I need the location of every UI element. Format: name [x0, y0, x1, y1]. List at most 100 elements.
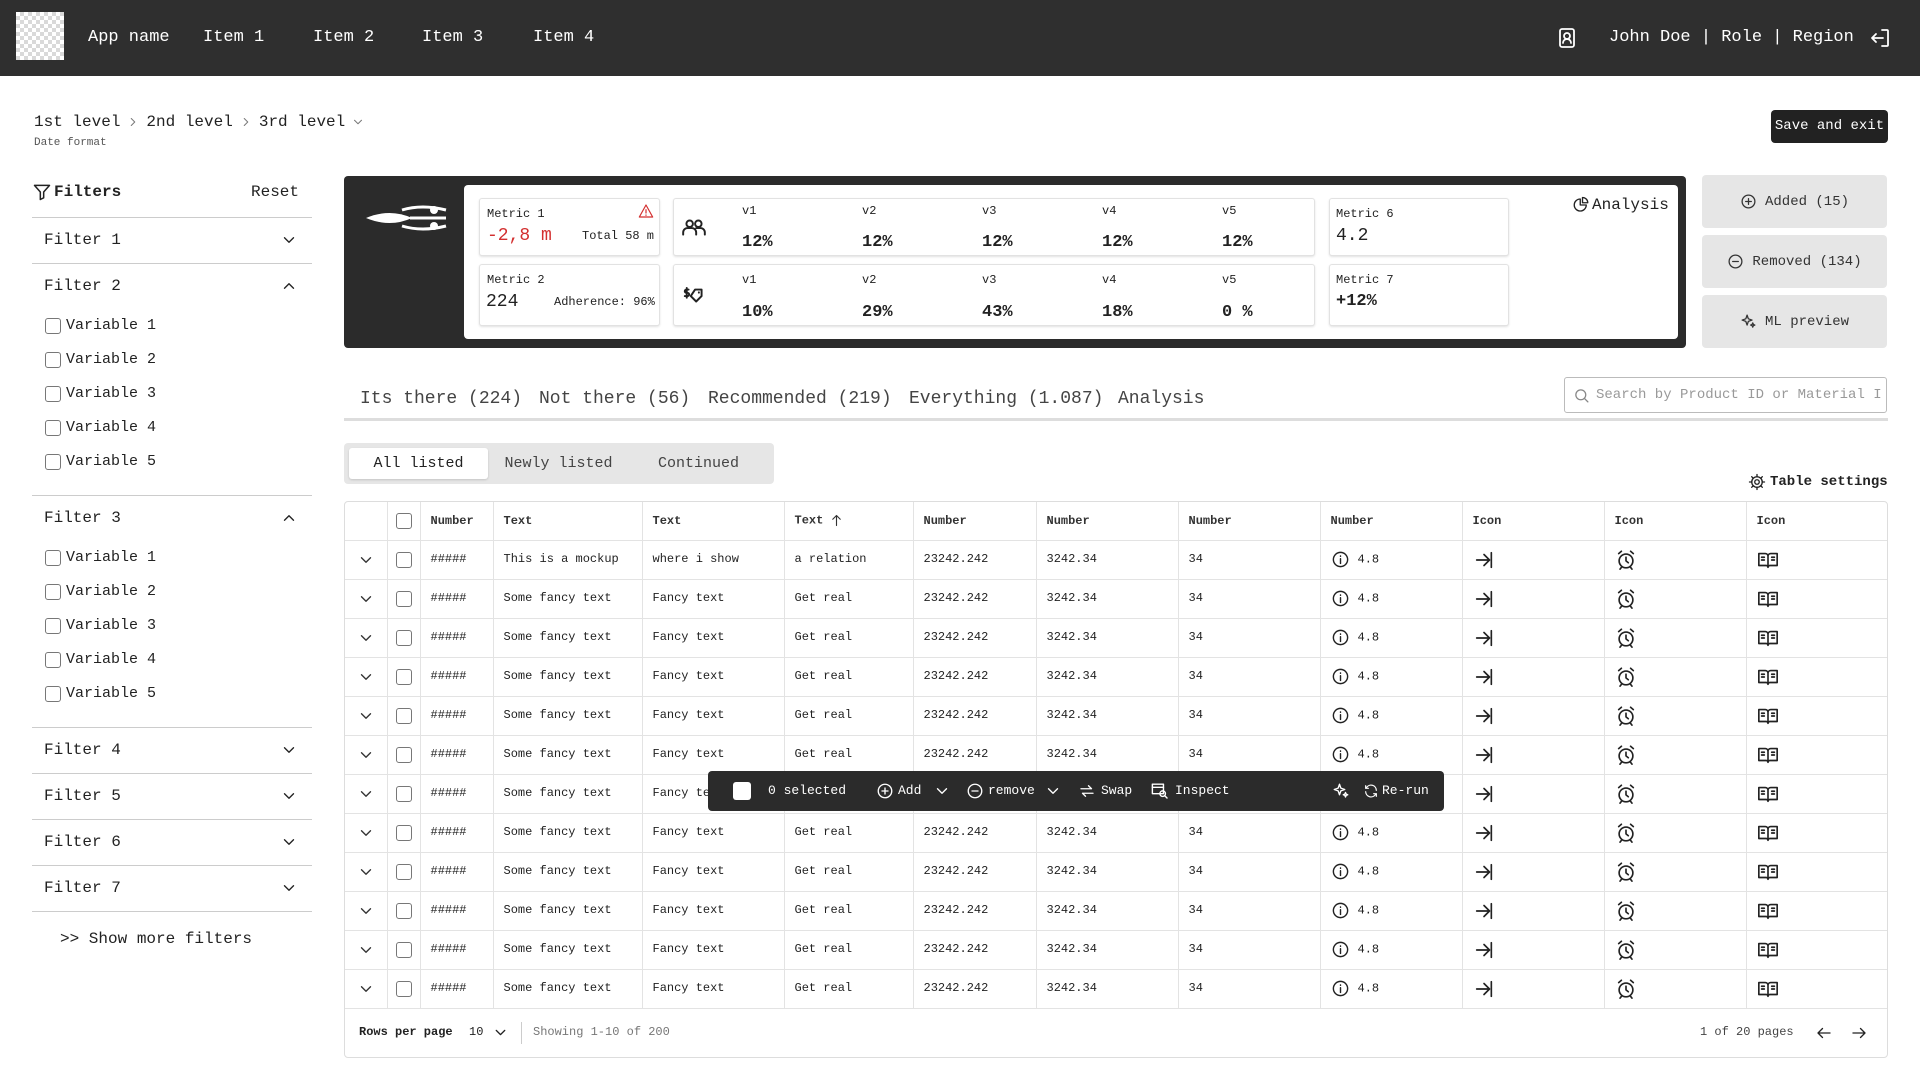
checkbox[interactable]	[45, 318, 61, 334]
row-icon[interactable]	[1757, 783, 1779, 805]
toolbar-action[interactable]: Add	[898, 783, 922, 798]
action-label[interactable]: ML preview	[1764, 313, 1849, 330]
header-label[interactable]: Number	[1188, 513, 1232, 528]
header-label[interactable]: Number	[1046, 513, 1090, 528]
expand-icon[interactable]	[357, 902, 375, 920]
checkbox[interactable]	[395, 668, 412, 685]
checkbox[interactable]	[45, 686, 61, 702]
filter-option[interactable]: Variable 3	[66, 617, 157, 634]
row-icon[interactable]	[1473, 783, 1495, 805]
row-icon[interactable]	[1473, 705, 1495, 727]
action-button[interactable]: Removed (134)	[1702, 235, 1887, 288]
row-icon[interactable]	[1473, 588, 1495, 610]
toolbar-action[interactable]: Inspect	[1175, 783, 1230, 798]
app-name[interactable]: App name	[88, 28, 170, 47]
filter-option[interactable]: Variable 2	[66, 583, 157, 600]
view-option[interactable]: Newly listed	[504, 455, 613, 472]
filter-header[interactable]: Filter 4	[44, 741, 121, 759]
row-icon[interactable]	[1757, 744, 1779, 766]
checkbox[interactable]	[395, 629, 412, 646]
row-icon[interactable]	[1615, 744, 1637, 766]
header-label[interactable]: Icon	[1756, 513, 1786, 528]
breadcrumb-item[interactable]: 2nd level	[146, 113, 233, 131]
row-icon[interactable]	[1757, 627, 1779, 649]
expand-icon[interactable]	[357, 629, 375, 647]
checkbox[interactable]	[395, 551, 412, 568]
checkbox[interactable]	[395, 902, 412, 919]
row-icon[interactable]	[1615, 861, 1637, 883]
nav-item[interactable]: Item 3	[422, 28, 484, 47]
expand-icon[interactable]	[357, 941, 375, 959]
checkbox[interactable]	[395, 590, 412, 607]
action-label[interactable]: Added (15)	[1764, 193, 1849, 210]
checkbox[interactable]	[45, 454, 61, 470]
breadcrumb-item[interactable]: 1st level	[34, 113, 121, 131]
checkbox[interactable]	[45, 352, 61, 368]
expand-icon[interactable]	[357, 590, 375, 608]
checkbox[interactable]	[45, 420, 61, 436]
expand-icon[interactable]	[357, 824, 375, 842]
action-label[interactable]: Removed (134)	[1752, 253, 1862, 270]
nav-item[interactable]: Item 2	[313, 28, 375, 47]
row-icon[interactable]	[1473, 861, 1495, 883]
show-more[interactable]: >> Show more filters	[60, 930, 253, 948]
filter-option[interactable]: Variable 2	[66, 351, 157, 368]
row-icon[interactable]	[1757, 900, 1779, 922]
page-size[interactable]: 10	[469, 1025, 484, 1039]
row-icon[interactable]	[1615, 939, 1637, 961]
filter-header[interactable]: Filter 5	[44, 787, 121, 805]
tab[interactable]: Not there (56)	[539, 389, 691, 409]
filter-option[interactable]: Variable 1	[66, 549, 157, 566]
row-icon[interactable]	[1473, 666, 1495, 688]
row-icon[interactable]	[1473, 744, 1495, 766]
filter-header[interactable]: Filter 6	[44, 833, 121, 851]
view-option[interactable]: Continued	[657, 455, 739, 472]
expand-icon[interactable]	[357, 551, 375, 569]
row-icon[interactable]	[1615, 705, 1637, 727]
nav-item[interactable]: Item 4	[533, 28, 595, 47]
checkbox[interactable]	[395, 980, 412, 997]
row-icon[interactable]	[1615, 588, 1637, 610]
header-label[interactable]: Number	[1330, 513, 1374, 528]
filter-option[interactable]: Variable 3	[66, 385, 157, 402]
action-button[interactable]: Added (15)	[1702, 175, 1887, 228]
next-page[interactable]	[1850, 1024, 1868, 1042]
row-icon[interactable]	[1757, 978, 1779, 1000]
filter-header[interactable]: Filter 7	[44, 879, 121, 897]
breadcrumb-item[interactable]: 3rd level	[258, 113, 346, 131]
row-icon[interactable]	[1473, 627, 1495, 649]
tab[interactable]: Its there (224)	[360, 389, 523, 409]
row-icon[interactable]	[1615, 978, 1637, 1000]
toolbar-action[interactable]: Swap	[1101, 783, 1133, 798]
expand-icon[interactable]	[357, 863, 375, 881]
checkbox[interactable]	[45, 652, 61, 668]
filter-option[interactable]: Variable 4	[66, 419, 157, 436]
row-icon[interactable]	[1473, 549, 1495, 571]
filter-option[interactable]: Variable 5	[66, 453, 157, 470]
checkbox[interactable]	[395, 746, 412, 763]
header-label[interactable]: Text	[652, 513, 682, 528]
checkbox[interactable]	[395, 707, 412, 724]
header-label[interactable]: Number	[430, 513, 474, 528]
checkbox[interactable]	[45, 618, 61, 634]
filter-option[interactable]: Variable 1	[66, 317, 157, 334]
expand-icon[interactable]	[357, 980, 375, 998]
row-icon[interactable]	[1757, 861, 1779, 883]
checkbox[interactable]	[395, 863, 412, 880]
filter-header[interactable]: Filter 3	[44, 509, 121, 527]
row-icon[interactable]	[1757, 549, 1779, 571]
expand-icon[interactable]	[357, 746, 375, 764]
row-icon[interactable]	[1757, 705, 1779, 727]
row-icon[interactable]	[1473, 978, 1495, 1000]
row-icon[interactable]	[1615, 666, 1637, 688]
row-icon[interactable]	[1757, 822, 1779, 844]
nav-item[interactable]: Item 1	[203, 28, 265, 47]
row-icon[interactable]	[1615, 783, 1637, 805]
filter-option[interactable]: Variable 4	[66, 651, 157, 668]
expand-icon[interactable]	[357, 707, 375, 725]
search-box[interactable]: Search by Product ID or Material I	[1564, 377, 1887, 413]
filter-option[interactable]: Variable 5	[66, 685, 157, 702]
toolbar-action[interactable]: remove	[988, 783, 1035, 798]
checkbox[interactable]	[45, 550, 61, 566]
checkbox[interactable]	[395, 824, 412, 841]
